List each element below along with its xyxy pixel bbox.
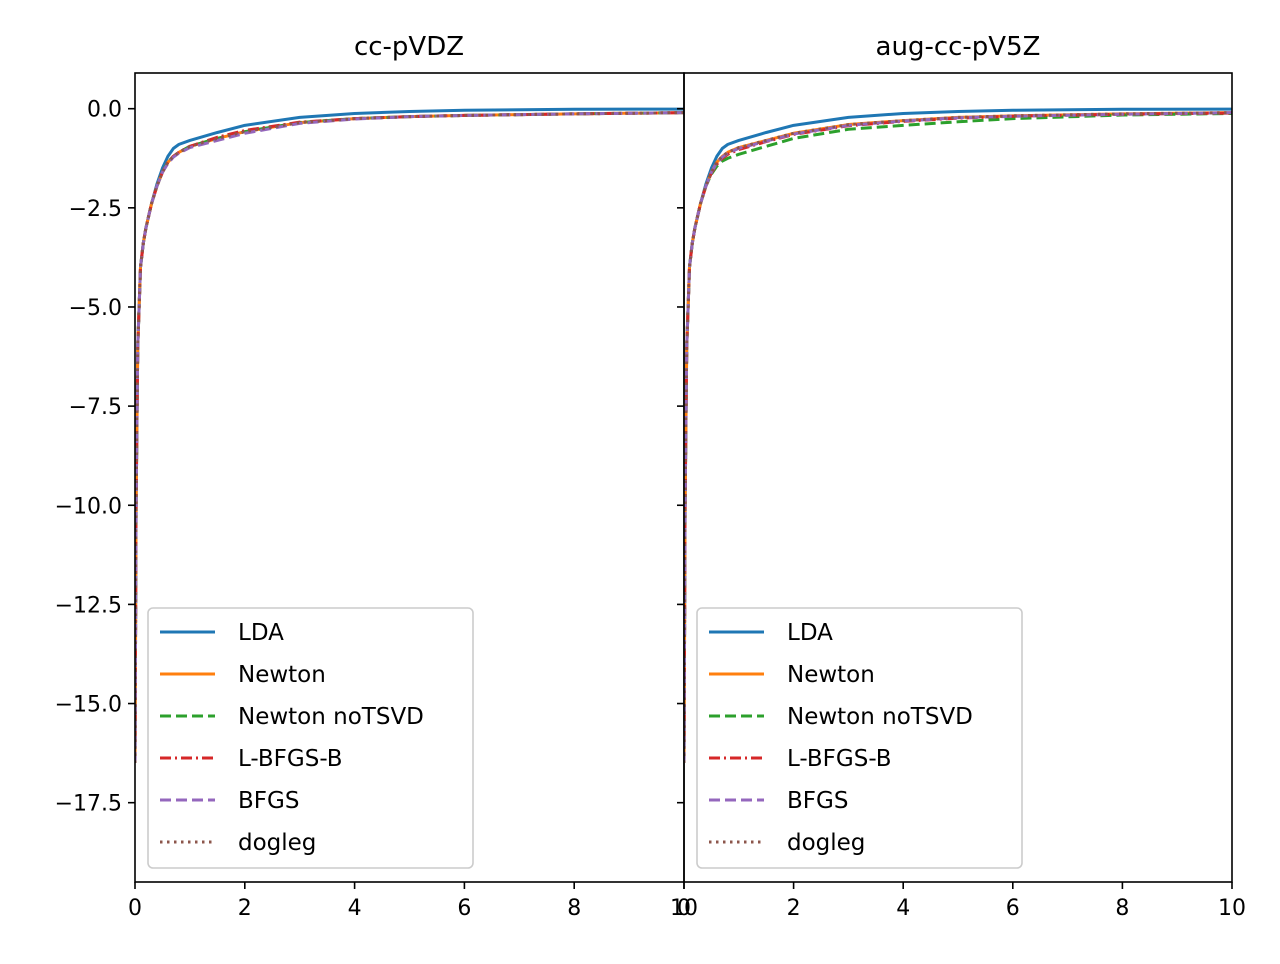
panel-title: aug-cc-pV5Z xyxy=(876,32,1041,62)
x-tick-label: 8 xyxy=(567,896,581,921)
series-line-bfgs xyxy=(135,111,684,764)
legend: LDA Newton Newton noTSVD L-BFGS-B BFGS dogleg xyxy=(147,607,474,869)
x-tick-label: 10 xyxy=(670,896,698,921)
axes-frame xyxy=(683,72,1233,883)
x-tick-label: 6 xyxy=(1006,896,1020,921)
y-tick-label: −10.0 xyxy=(55,494,122,519)
panel-aug-cc-pv5z: aug-cc-pV5Z 0 2 4 6 8 10 LDA Newton Newton noTSV… xyxy=(677,32,1246,921)
legend-label-bfgs: BFGS xyxy=(238,788,299,814)
y-tick-label: −17.5 xyxy=(55,792,122,817)
x-tick-label: 2 xyxy=(238,896,252,921)
series-group xyxy=(684,107,1232,764)
x-tick-label: 10 xyxy=(1218,896,1246,921)
x-tick-label: 2 xyxy=(787,896,801,921)
legend-label-bfgs: BFGS xyxy=(787,788,848,814)
legend-label-newton: Newton xyxy=(238,662,326,688)
panel-title: cc-pVDZ xyxy=(354,32,464,62)
series-group xyxy=(135,107,684,764)
y-tick-label: −12.5 xyxy=(55,593,122,618)
legend-label-l-bfgs-b: L-BFGS-B xyxy=(787,746,892,772)
series-line-bfgs xyxy=(684,111,1232,764)
x-tick-label: 4 xyxy=(348,896,362,921)
legend-box xyxy=(147,607,474,869)
legend-label-newton-notsvd: Newton noTSVD xyxy=(238,704,424,730)
x-tick-label: 0 xyxy=(677,896,691,921)
y-tick-label: −7.5 xyxy=(69,395,122,420)
legend-label-newton-notsvd: Newton noTSVD xyxy=(787,704,973,730)
x-tick-label: 8 xyxy=(1115,896,1129,921)
y-tick-label: 0.0 xyxy=(87,98,122,123)
legend-label-lda: LDA xyxy=(238,620,284,646)
x-tick-label: 4 xyxy=(896,896,910,921)
legend-label-dogleg: dogleg xyxy=(238,830,316,856)
x-tick-label: 0 xyxy=(128,896,142,921)
legend-label-l-bfgs-b: L-BFGS-B xyxy=(238,746,343,772)
legend-label-lda: LDA xyxy=(787,620,833,646)
legend-box xyxy=(696,607,1023,869)
legend: LDA Newton Newton noTSVD L-BFGS-B BFGS dogleg xyxy=(696,607,1023,869)
panel-cc-pvdz: cc-pVDZ 0 2 4 6 8 10 0.0 −2.5 −5.0 −7.5 −10.0 −12.5… xyxy=(55,32,698,921)
y-tick-label: −5.0 xyxy=(69,296,122,321)
legend-label-newton: Newton xyxy=(787,662,875,688)
legend-label-dogleg: dogleg xyxy=(787,830,865,856)
y-tick-label: −2.5 xyxy=(69,197,122,222)
y-tick-label: −15.0 xyxy=(55,693,122,718)
x-tick-label: 6 xyxy=(457,896,471,921)
